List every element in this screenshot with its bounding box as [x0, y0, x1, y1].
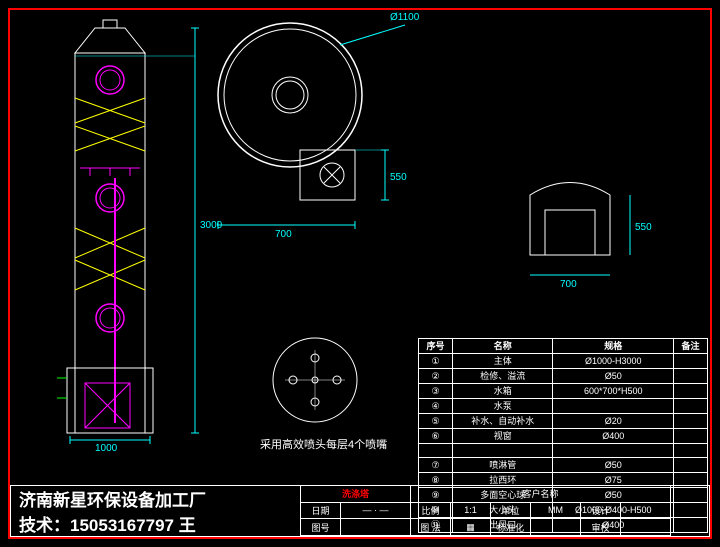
svg-text:Ø1100: Ø1100 — [390, 12, 420, 23]
product-name: 洗涤塔 — [301, 486, 411, 503]
title-block: 济南新星环保设备加工厂 技术：15053167797 王 洗涤塔 客户名称 日期… — [10, 485, 710, 537]
svg-text:1000: 1000 — [95, 443, 118, 454]
svg-text:550: 550 — [390, 172, 407, 183]
svg-text:550: 550 — [635, 222, 652, 233]
company-name: 济南新星环保设备加工厂 — [19, 486, 300, 511]
nozzle-note: 采用高效喷头每层4个喷嘴 — [260, 437, 387, 451]
svg-text:700: 700 — [560, 279, 577, 290]
tech-contact: 技术：15053167797 王 — [19, 511, 300, 536]
svg-text:700: 700 — [275, 229, 292, 240]
